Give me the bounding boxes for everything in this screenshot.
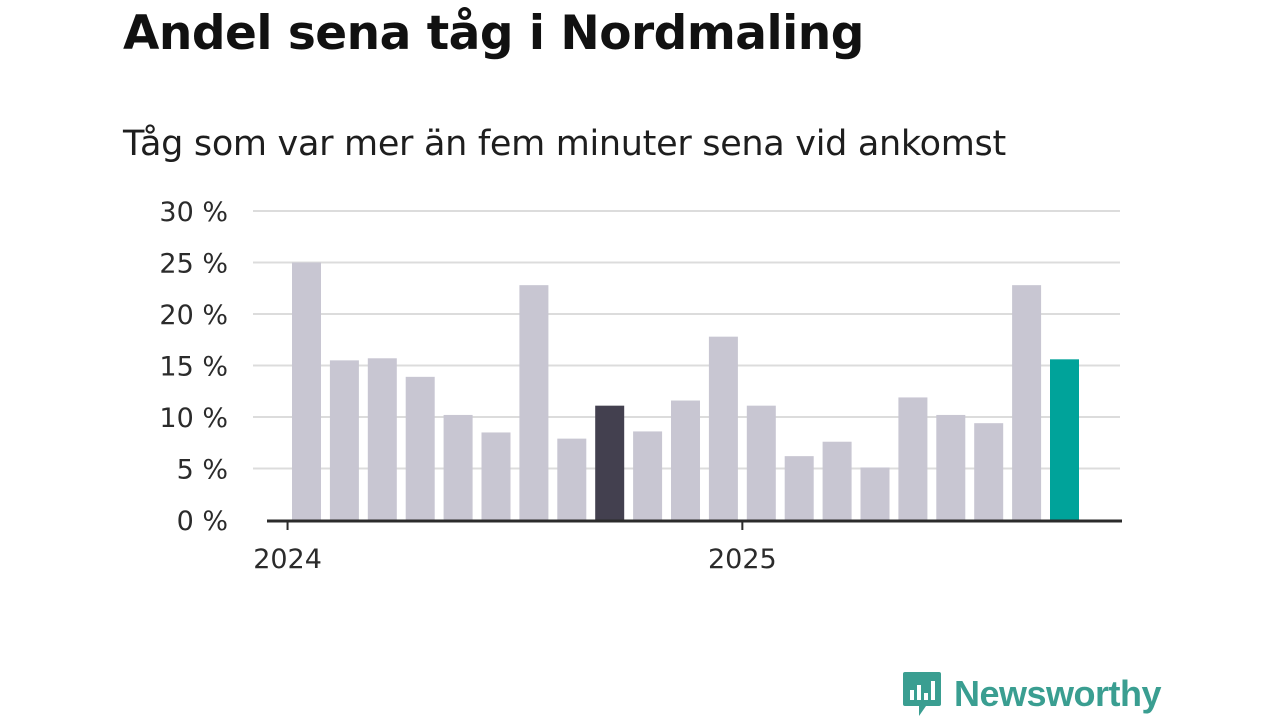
bar[interactable] bbox=[329, 360, 359, 520]
newsworthy-logo[interactable]: Newsworthy bbox=[902, 670, 1162, 718]
bar[interactable] bbox=[443, 414, 473, 520]
bar[interactable] bbox=[595, 405, 625, 520]
bar[interactable] bbox=[708, 336, 738, 520]
y-tick-label: 25 % bbox=[159, 249, 228, 280]
bar[interactable] bbox=[1050, 359, 1079, 520]
y-tick-label: 0 % bbox=[177, 506, 228, 537]
brand-name: Newsworthy bbox=[954, 673, 1162, 714]
bar[interactable] bbox=[822, 441, 852, 520]
bar[interactable] bbox=[898, 397, 928, 520]
y-tick-label: 10 % bbox=[159, 403, 228, 434]
bar[interactable] bbox=[746, 405, 776, 520]
bar[interactable] bbox=[481, 432, 511, 520]
bar[interactable] bbox=[367, 358, 397, 520]
bar[interactable] bbox=[519, 285, 549, 520]
bar[interactable] bbox=[860, 467, 890, 520]
bar[interactable] bbox=[557, 438, 587, 520]
x-tick-label: 2024 bbox=[253, 544, 322, 575]
x-axis bbox=[267, 519, 1122, 530]
y-tick-label: 30 % bbox=[159, 197, 228, 228]
bars bbox=[292, 262, 1079, 521]
y-tick-label: 5 % bbox=[177, 455, 228, 486]
bar[interactable] bbox=[633, 431, 663, 520]
chart-title: Andel sena tåg i Nordmaling bbox=[123, 6, 864, 61]
bar[interactable] bbox=[671, 400, 700, 520]
bar[interactable] bbox=[292, 262, 321, 521]
y-tick-label: 15 % bbox=[159, 352, 228, 383]
bar[interactable] bbox=[405, 376, 435, 520]
y-tick-label: 20 % bbox=[159, 300, 228, 331]
chart-subtitle: Tåg som var mer än fem minuter sena vid … bbox=[123, 124, 1006, 164]
bar[interactable] bbox=[1012, 285, 1042, 520]
newsworthy-logo-icon bbox=[903, 672, 941, 716]
bar[interactable] bbox=[784, 456, 814, 520]
tick-labels: 0 % 5 % 10 % 15 % 20 % 25 % 30 % 2024 2025 bbox=[159, 197, 776, 575]
bar[interactable] bbox=[974, 423, 1004, 520]
bar-chart: 0 % 5 % 10 % 15 % 20 % 25 % 30 % 2024 2025 bbox=[159, 197, 1122, 575]
bar[interactable] bbox=[936, 414, 966, 520]
x-tick-label: 2025 bbox=[708, 544, 777, 575]
